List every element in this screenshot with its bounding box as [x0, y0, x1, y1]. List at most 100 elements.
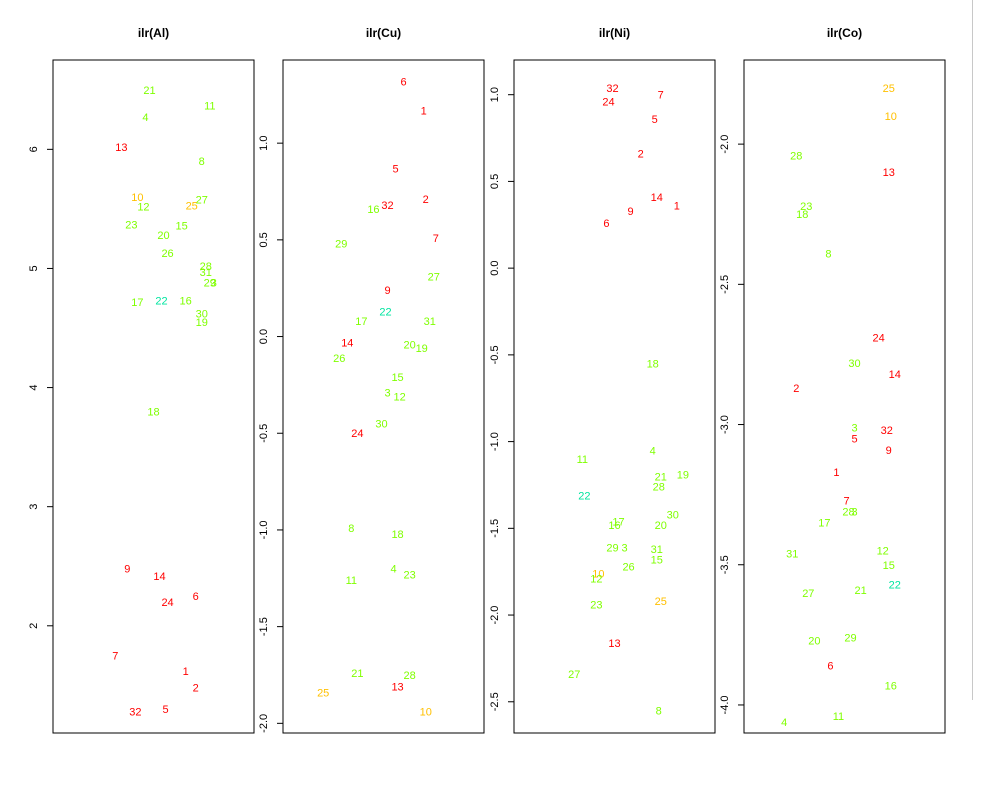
data-point-label: 32 [606, 83, 618, 95]
y-tick-label: -3.5 [719, 555, 731, 574]
data-point-label: 6 [827, 661, 833, 673]
y-tick-label: 1.0 [258, 136, 270, 151]
data-point-label: 28 [653, 482, 665, 494]
y-tick-label: -4.0 [719, 695, 731, 714]
data-point-label: 26 [622, 561, 634, 573]
y-tick-label: 0.0 [258, 329, 270, 344]
data-point-label: 12 [393, 392, 405, 404]
data-point-label: 8 [825, 248, 831, 260]
data-point-label: 23 [125, 219, 137, 231]
panel-title: ilr(Co) [827, 26, 862, 40]
data-point-label: 5 [392, 163, 398, 175]
data-point-label: 31 [424, 316, 436, 328]
data-point-label: 31 [651, 544, 663, 556]
data-point-label: 30 [196, 309, 208, 321]
y-tick-label: -0.5 [258, 424, 270, 443]
data-point-label: 6 [193, 591, 199, 603]
data-point-label: 4 [781, 717, 787, 729]
data-point-label: 25 [655, 596, 667, 608]
data-point-label: 14 [153, 571, 165, 583]
data-point-label: 3 [851, 422, 857, 434]
y-tick-label: -2.0 [489, 606, 501, 625]
data-point-label: 22 [889, 579, 901, 591]
data-point-label: 1 [421, 105, 427, 117]
data-point-label: 31 [200, 267, 212, 279]
data-point-label: 26 [161, 248, 173, 260]
data-point-label: 15 [391, 372, 403, 384]
panel-ilr-ni: ilr(Ni)1.00.50.0-0.5-1.0-1.5-2.0-2.53224… [489, 26, 716, 734]
data-point-label: 1 [674, 201, 680, 213]
data-point-label: 11 [833, 711, 844, 723]
data-point-label: 11 [204, 100, 215, 112]
data-point-label: 32 [381, 200, 393, 212]
y-tick-label: 4 [28, 385, 40, 391]
y-tick-label: 6 [28, 146, 40, 152]
data-point-label: 16 [367, 204, 379, 216]
data-point-label: 30 [848, 358, 860, 370]
data-point-label: 27 [196, 194, 208, 206]
data-point-label: 16 [180, 296, 192, 308]
data-point-label: 9 [124, 564, 130, 576]
data-point-label: 20 [655, 520, 667, 532]
plot-frame [513, 59, 716, 734]
y-tick-label: -1.0 [489, 432, 501, 451]
data-point-label: 5 [851, 434, 857, 446]
data-point-label: 24 [161, 597, 173, 609]
data-point-label: 21 [854, 585, 866, 597]
data-point-label: 30 [375, 419, 387, 431]
data-point-label: 8 [199, 156, 205, 168]
plot-frame [743, 59, 946, 734]
y-tick-label: -0.5 [489, 345, 501, 364]
data-point-label: 1 [833, 467, 839, 479]
data-point-label: 4 [650, 445, 656, 457]
data-point-label: 7 [433, 233, 439, 245]
data-point-label: 3 [621, 542, 627, 554]
data-point-label: 18 [147, 406, 159, 418]
data-point-label: 19 [416, 343, 428, 355]
data-point-label: 11 [346, 575, 357, 587]
data-point-label: 20 [808, 635, 820, 647]
data-point-label: 3 [851, 506, 857, 518]
data-point-label: 28 [404, 670, 416, 682]
data-point-label: 19 [196, 317, 208, 329]
data-point-label: 31 [786, 549, 798, 561]
window-edge [972, 0, 973, 700]
data-point-label: 24 [873, 333, 885, 345]
data-point-label: 24 [602, 97, 614, 109]
data-point-label: 23 [590, 600, 602, 612]
data-point-label: 27 [802, 588, 814, 600]
plot-frame [282, 59, 485, 734]
data-point-label: 20 [404, 339, 416, 351]
data-point-label: 28 [842, 506, 854, 518]
data-point-label: 10 [885, 111, 897, 123]
data-point-label: 23 [404, 569, 416, 581]
y-tick-label: -3.0 [719, 415, 731, 434]
data-point-label: 15 [176, 221, 188, 233]
y-tick-label: 1.0 [489, 87, 501, 102]
data-point-label: 3 [211, 278, 217, 290]
data-point-label: 7 [658, 90, 664, 102]
data-point-label: 22 [379, 306, 391, 318]
data-point-label: 30 [667, 509, 679, 521]
y-tick-label: 3 [28, 504, 40, 510]
data-point-label: 24 [351, 428, 363, 440]
y-tick-label: -2.5 [489, 692, 501, 711]
data-point-label: 17 [355, 316, 367, 328]
data-point-label: 5 [162, 704, 168, 716]
data-point-label: 18 [647, 359, 659, 371]
data-point-label: 13 [115, 142, 127, 154]
panel-title: ilr(Al) [138, 26, 169, 40]
y-tick-label: -1.5 [489, 519, 501, 538]
data-point-label: 13 [883, 167, 895, 179]
data-point-label: 32 [881, 425, 893, 437]
data-point-label: 25 [883, 83, 895, 95]
data-point-label: 17 [818, 518, 830, 530]
data-point-label: 1 [183, 666, 189, 678]
data-point-label: 14 [889, 369, 901, 381]
data-point-label: 20 [157, 230, 169, 242]
data-point-label: 25 [186, 200, 198, 212]
data-point-label: 6 [401, 76, 407, 88]
data-point-label: 10 [592, 568, 604, 580]
